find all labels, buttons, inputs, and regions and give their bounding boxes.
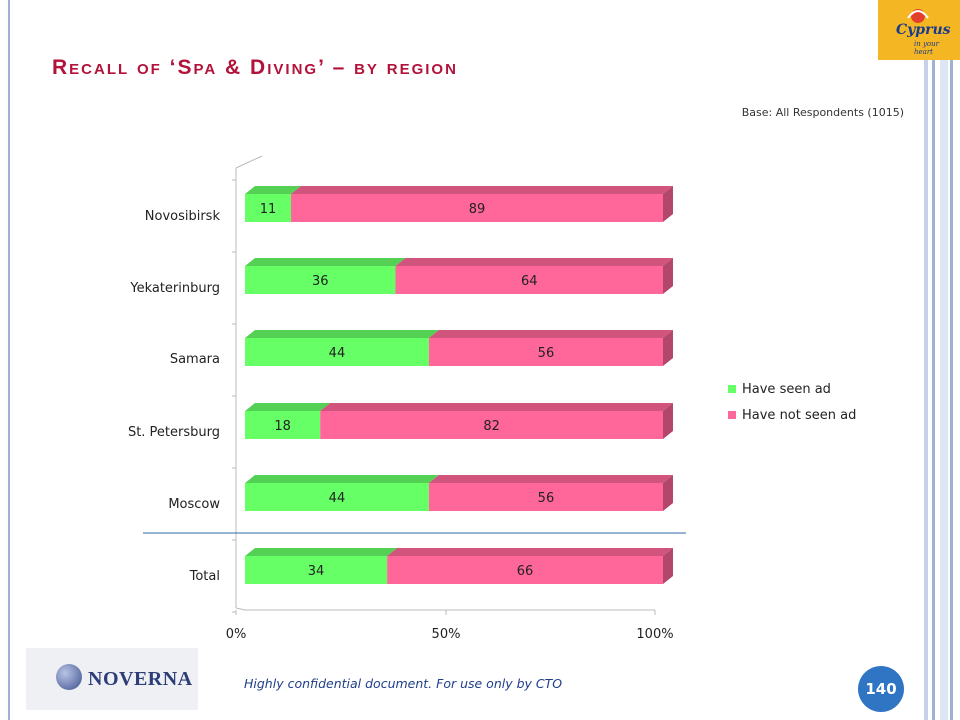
- data-label: 34: [308, 564, 325, 579]
- right-border-band: [924, 0, 928, 720]
- x-tick-label: 0%: [226, 627, 247, 642]
- globe-icon: [56, 664, 82, 690]
- y-tick-label: Moscow: [168, 497, 220, 512]
- axis-depth-line: [235, 155, 263, 169]
- noverna-logo-text: NOVERNA: [88, 668, 193, 690]
- bar-segment: [320, 411, 663, 439]
- bar-segment: [245, 266, 396, 294]
- base-note: Base: All Respondents (1015): [741, 106, 904, 119]
- data-label: 18: [274, 419, 291, 434]
- y-tick-label: Novosibirsk: [145, 209, 221, 224]
- bar-segment: [428, 338, 663, 366]
- y-tick-label: Total: [189, 569, 220, 584]
- right-border-band: [950, 0, 953, 720]
- y-tick-label: Yekaterinburg: [129, 281, 220, 296]
- y-tick-label: Samara: [170, 352, 220, 367]
- bar-top-face: [245, 258, 406, 266]
- bar-top-face: [245, 186, 301, 194]
- bar-top-face: [245, 330, 439, 338]
- bar-segment: [290, 194, 663, 222]
- bar-segment: [395, 266, 663, 294]
- data-label: 64: [521, 274, 538, 289]
- confidentiality-note: Highly confidential document. For use on…: [244, 676, 563, 691]
- axis-depth-line: [235, 607, 246, 611]
- logo-tagline: in your heart: [914, 40, 939, 56]
- bar-top-face: [290, 186, 673, 194]
- bar-segment: [245, 411, 321, 439]
- legend-item-have-not-seen: Have not seen ad: [728, 402, 856, 428]
- x-tick-label: 50%: [432, 627, 461, 642]
- x-tick-label: 100%: [636, 627, 673, 642]
- bar-top-face: [245, 403, 331, 411]
- data-label: 56: [538, 346, 555, 361]
- bar-segment: [245, 556, 388, 584]
- right-border-band: [932, 0, 935, 720]
- data-label: 11: [260, 202, 277, 217]
- bar-segment: [428, 483, 663, 511]
- data-label: 56: [538, 491, 555, 506]
- bar-top-face: [245, 475, 439, 483]
- slide-title: Recall of ‘Spa & Diving’ – by region: [52, 56, 458, 79]
- data-label: 36: [312, 274, 329, 289]
- legend-label-have-not-seen: Have not seen ad: [742, 407, 857, 423]
- noverna-logo: NOVERNA: [26, 648, 198, 710]
- chart-legend: Have seen ad Have not seen ad: [728, 376, 856, 428]
- bar-top-face: [320, 403, 673, 411]
- bar-top-face: [428, 475, 673, 483]
- data-label: 44: [329, 491, 346, 506]
- cyprus-logo: Cyprus in your heart: [878, 0, 960, 60]
- bar-segment: [245, 338, 429, 366]
- legend-swatch-have-seen: [728, 385, 736, 393]
- data-label: 44: [329, 346, 346, 361]
- bar-segment: [387, 556, 663, 584]
- bar-top-face: [245, 548, 398, 556]
- bar-side-face: [663, 548, 673, 584]
- bar-side-face: [663, 330, 673, 366]
- bar-top-face: [428, 330, 673, 338]
- y-tick-label: St. Petersburg: [128, 425, 220, 440]
- bar-side-face: [663, 475, 673, 511]
- bar-segment: [245, 194, 291, 222]
- right-border-band: [940, 0, 948, 720]
- left-rule: [8, 0, 10, 720]
- data-label: 89: [469, 202, 486, 217]
- bar-top-face: [395, 258, 673, 266]
- bar-side-face: [663, 403, 673, 439]
- logo-text: Cyprus: [896, 22, 951, 38]
- bar-side-face: [663, 186, 673, 222]
- legend-label-have-seen: Have seen ad: [742, 381, 831, 397]
- sun-icon: [907, 9, 929, 23]
- data-label: 82: [483, 419, 500, 434]
- legend-item-have-seen: Have seen ad: [728, 376, 856, 402]
- data-label: 66: [517, 564, 534, 579]
- page-number-badge: 140: [858, 666, 904, 712]
- legend-swatch-have-not-seen: [728, 411, 736, 419]
- bar-side-face: [663, 258, 673, 294]
- bar-segment: [245, 483, 429, 511]
- bar-top-face: [387, 548, 673, 556]
